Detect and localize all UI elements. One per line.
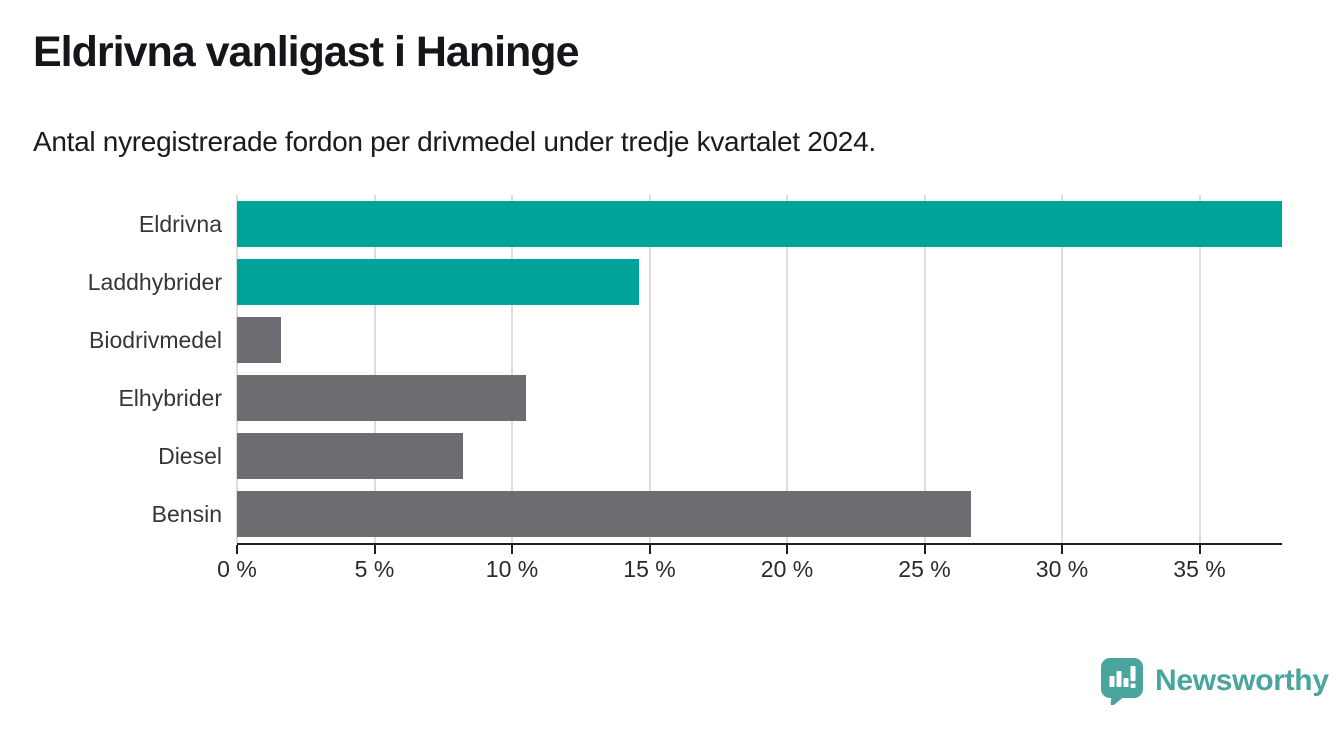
page-title: Eldrivna vanligast i Haninge bbox=[33, 28, 579, 76]
gridline bbox=[1061, 195, 1063, 543]
x-axis-tick-label: 0 % bbox=[217, 556, 257, 582]
gridline bbox=[923, 195, 926, 543]
page-subtitle: Antal nyregistrerade fordon per drivmede… bbox=[33, 126, 876, 157]
x-axis-tick bbox=[373, 545, 376, 554]
x-axis: 0 % 5 % 10 % 15 % 20 % 25 % 30 % 35 % bbox=[217, 545, 1282, 595]
x-axis-tick bbox=[236, 545, 238, 554]
category-label: Elhybrider bbox=[118, 385, 222, 411]
gridline bbox=[648, 195, 651, 543]
bar-chart: Eldrivna Laddhybrider Biodrivmedel Elhybrid… bbox=[0, 195, 1282, 545]
bar-chart-speech-bubble-icon bbox=[1101, 658, 1143, 705]
bar-eldrivna bbox=[237, 201, 1282, 247]
x-axis-tick-label: 15 % bbox=[623, 556, 676, 582]
x-axis-tick bbox=[648, 545, 651, 554]
gridline bbox=[786, 195, 788, 543]
gridline bbox=[236, 195, 238, 543]
brand-name: Newsworthy bbox=[1155, 664, 1329, 697]
x-axis-tick bbox=[786, 545, 788, 554]
category-label: Laddhybrider bbox=[87, 269, 222, 295]
bar-bensin bbox=[237, 491, 972, 537]
x-axis-tick-label: 20 % bbox=[760, 556, 814, 582]
x-axis-tick-label: 30 % bbox=[1035, 556, 1089, 582]
bar-laddhybrider bbox=[237, 259, 639, 305]
bar-biodrivmedel bbox=[237, 317, 281, 363]
x-axis-tick bbox=[1198, 545, 1201, 554]
x-axis-tick bbox=[923, 545, 926, 554]
bar-elhybrider bbox=[237, 375, 526, 421]
bar-diesel bbox=[237, 433, 463, 479]
category-labels: Eldrivna Laddhybrider Biodrivmedel Elhybrid… bbox=[0, 195, 222, 543]
plot-area bbox=[236, 195, 1282, 545]
category-label: Bensin bbox=[151, 501, 222, 527]
x-axis-tick-label: 10 % bbox=[485, 556, 539, 582]
category-label: Diesel bbox=[158, 443, 222, 469]
gridline bbox=[1198, 195, 1201, 543]
x-axis-tick-label: 5 % bbox=[354, 556, 395, 582]
x-axis-tick-label: 25 % bbox=[898, 556, 951, 582]
category-label: Biodrivmedel bbox=[89, 327, 222, 353]
gridline bbox=[511, 195, 513, 543]
x-axis-tick bbox=[511, 545, 513, 554]
category-label: Eldrivna bbox=[138, 211, 222, 237]
x-axis-tick-label: 35 % bbox=[1173, 556, 1226, 582]
gridline bbox=[373, 195, 376, 543]
brand-logo: Newsworthy bbox=[1100, 657, 1329, 705]
x-axis-tick bbox=[1061, 545, 1063, 554]
